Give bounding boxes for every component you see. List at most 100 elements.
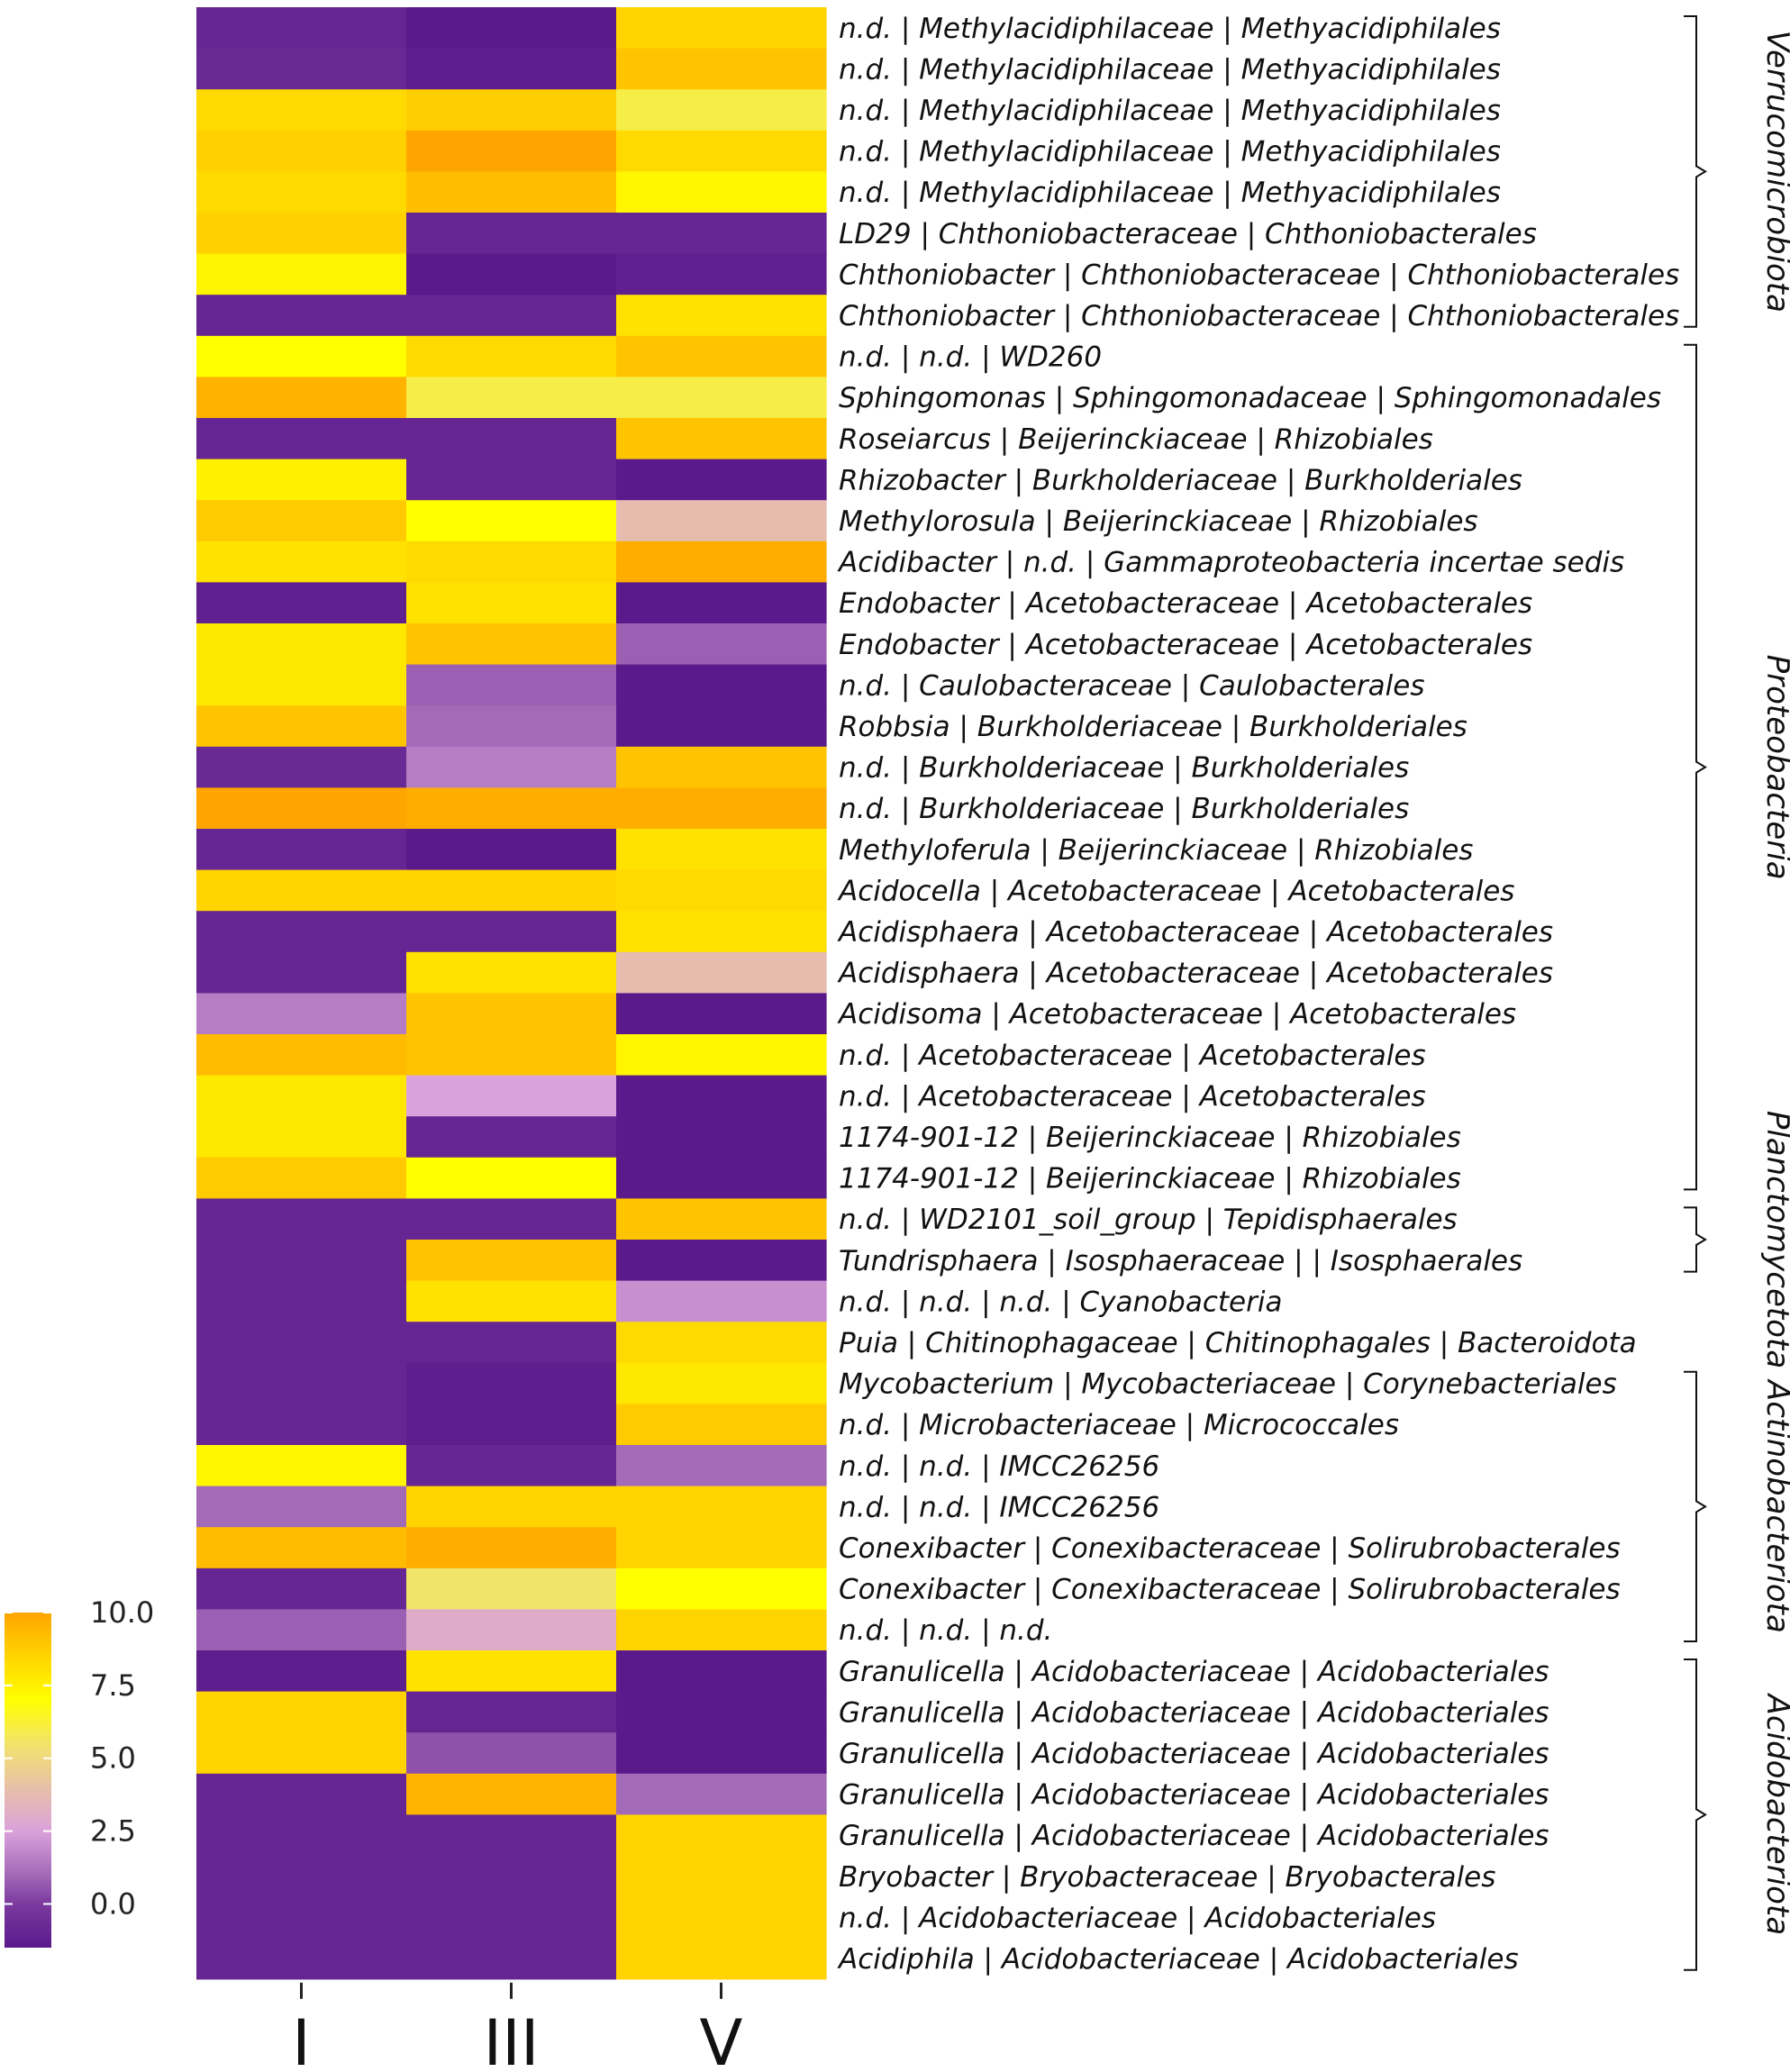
heatmap-cell xyxy=(406,911,617,953)
row-label: n.d. | n.d. | IMCC26256 xyxy=(839,1450,1159,1483)
heatmap-cell xyxy=(616,1404,827,1446)
row-label: n.d. | Methylacidiphilaceae | Methyacidi… xyxy=(839,13,1501,45)
heatmap-cell xyxy=(196,213,407,255)
heatmap-cell xyxy=(406,89,617,132)
phylum-label: Acidobacteriota xyxy=(1759,1693,1790,1936)
heatmap-cell xyxy=(406,1362,617,1404)
x-tick-label: V xyxy=(700,2006,743,2072)
heatmap-cell xyxy=(196,1240,407,1282)
heatmap-cell xyxy=(616,623,827,666)
heatmap-cell xyxy=(616,1938,827,1980)
heatmap-cell xyxy=(616,787,827,830)
heatmap-cell xyxy=(196,993,407,1035)
row-label: Methylorosula | Beijerinckiaceae | Rhizo… xyxy=(839,505,1478,538)
heatmap-cell xyxy=(616,1773,827,1815)
heatmap-cell xyxy=(406,1856,617,1898)
heatmap-cell xyxy=(406,1157,617,1199)
row-label: n.d. | Acetobacteraceae | Acetobacterale… xyxy=(839,1040,1426,1072)
row-label: n.d. | n.d. | n.d. | Cyanobacteria xyxy=(839,1286,1282,1318)
heatmap-cell xyxy=(196,1280,407,1322)
heatmap-cell xyxy=(406,1198,617,1240)
phylum-label: Actinobacteriota xyxy=(1759,1378,1790,1633)
heatmap-cell xyxy=(196,335,407,377)
heatmap-cell xyxy=(406,1568,617,1610)
heatmap-cell xyxy=(406,1938,617,1980)
phylum-brackets: Verrucomicrobiota Proteobacteria Planctomy… xyxy=(1684,15,1790,1971)
heatmap-cell xyxy=(406,1116,617,1159)
phylum-label: Proteobacteria xyxy=(1759,655,1790,880)
heatmap-cell xyxy=(616,1280,827,1322)
heatmap-cell xyxy=(616,705,827,748)
x-axis: I III V xyxy=(292,1982,743,2072)
heatmap-cell xyxy=(196,377,407,419)
heatmap-cell xyxy=(406,295,617,337)
row-label: n.d. | n.d. | WD260 xyxy=(839,341,1102,374)
heatmap-cell xyxy=(406,1609,617,1651)
legend-tick-label: 10.0 xyxy=(90,1595,154,1630)
phylum-bracket xyxy=(1684,343,1707,1191)
heatmap-cell xyxy=(616,869,827,912)
heatmap-cell xyxy=(406,1322,617,1364)
heatmap-cell xyxy=(616,1075,827,1117)
phylum-label: Planctomycetota xyxy=(1759,1111,1790,1368)
row-label: n.d. | Methylacidiphilaceae | Methyacidi… xyxy=(839,177,1501,209)
heatmap-cell xyxy=(616,1650,827,1693)
heatmap-cell xyxy=(616,1486,827,1528)
heatmap-cell xyxy=(406,7,617,50)
heatmap-cell xyxy=(406,582,617,624)
heatmap-cell xyxy=(196,623,407,666)
heatmap-cell xyxy=(196,1856,407,1898)
row-label: Conexibacter | Conexibacteraceae | Solir… xyxy=(839,1532,1621,1565)
heatmap-cell xyxy=(406,459,617,501)
color-legend: 10.0 7.5 5.0 2.5 0.0 xyxy=(5,1595,154,1948)
heatmap-cell xyxy=(196,1732,407,1775)
row-label: 1174-901-12 | Beijerinckiaceae | Rhizobi… xyxy=(839,1163,1461,1195)
row-label: n.d. | Methylacidiphilaceae | Methyacidi… xyxy=(839,53,1501,86)
row-label: n.d. | WD2101_soil_group | Tepidisphaera… xyxy=(839,1204,1458,1236)
heatmap-cell xyxy=(196,1609,407,1651)
heatmap-cell xyxy=(196,1445,407,1487)
heatmap-cell xyxy=(196,1568,407,1610)
heatmap-cell xyxy=(406,1486,617,1528)
row-label: Chthoniobacter | Chthoniobacteraceae | C… xyxy=(839,259,1679,291)
heatmap-cell xyxy=(616,1896,827,1939)
row-label: n.d. | Methylacidiphilaceae | Methyacidi… xyxy=(839,95,1501,127)
row-label: Roseiarcus | Beijerinckiaceae | Rhizobia… xyxy=(839,423,1433,456)
heatmap-cell xyxy=(196,1896,407,1939)
heatmap-cell xyxy=(616,459,827,501)
phylum-label: Verrucomicrobiota xyxy=(1759,31,1790,313)
heatmap-cell xyxy=(406,1896,617,1939)
heatmap-cell xyxy=(406,541,617,583)
heatmap-cells xyxy=(196,7,827,1980)
heatmap-cell xyxy=(196,1157,407,1199)
heatmap-cell xyxy=(196,829,407,871)
heatmap-cell xyxy=(196,705,407,748)
heatmap-cell xyxy=(406,1732,617,1775)
row-label: n.d. | Caulobacteraceae | Caulobacterale… xyxy=(839,669,1424,702)
heatmap-cell xyxy=(616,418,827,460)
heatmap-cell xyxy=(616,295,827,337)
heatmap-cell xyxy=(196,746,407,788)
heatmap-cell xyxy=(196,869,407,912)
row-label: LD29 | Chthoniobacteraceae | Chthoniobac… xyxy=(839,218,1537,250)
row-label: n.d. | Microbacteriaceae | Micrococcales xyxy=(839,1409,1399,1441)
heatmap-cell xyxy=(616,541,827,583)
row-label: Granulicella | Acidobacteriaceae | Acido… xyxy=(839,1696,1549,1729)
heatmap-cell xyxy=(406,335,617,377)
heatmap-cell xyxy=(196,48,407,90)
row-labels: n.d. | Methylacidiphilaceae | Methyacidi… xyxy=(837,13,1679,1976)
heatmap-cell xyxy=(196,1486,407,1528)
heatmap-cell xyxy=(196,295,407,337)
row-label: Granulicella | Acidobacteriaceae | Acido… xyxy=(839,1656,1549,1688)
legend-color-bar xyxy=(5,1613,51,1948)
heatmap-cell xyxy=(196,418,407,460)
heatmap-cell xyxy=(406,1691,617,1733)
phylum-bracket xyxy=(1684,1370,1707,1642)
heatmap-cell xyxy=(196,1322,407,1364)
heatmap-cell xyxy=(196,787,407,830)
heatmap-cell xyxy=(196,1650,407,1693)
row-label: Methyloferula | Beijerinckiaceae | Rhizo… xyxy=(839,834,1473,867)
row-label: n.d. | Acetobacteraceae | Acetobacterale… xyxy=(839,1080,1426,1113)
heatmap-cell xyxy=(616,911,827,953)
heatmap-cell xyxy=(196,130,407,172)
